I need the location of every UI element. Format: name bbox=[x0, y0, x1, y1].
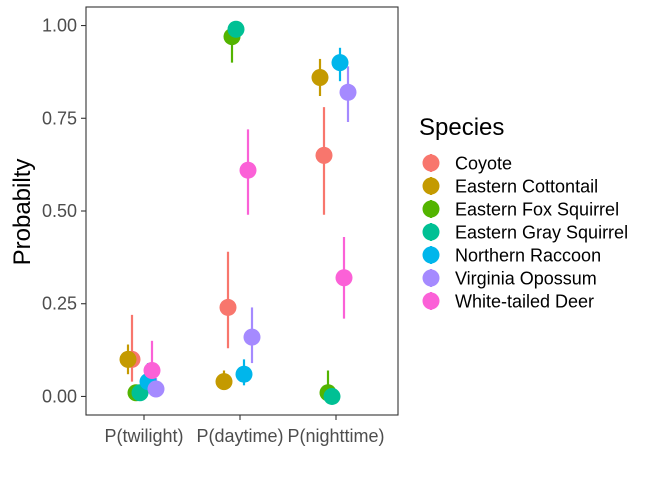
y-tick-label: 0.50 bbox=[42, 201, 77, 221]
x-tick-label: P(nighttime) bbox=[287, 426, 384, 446]
data-point bbox=[235, 365, 253, 383]
data-point bbox=[335, 269, 353, 287]
data-point bbox=[215, 373, 233, 391]
legend-label: Eastern Cottontail bbox=[455, 177, 598, 197]
legend-key bbox=[422, 246, 440, 264]
x-tick-label: P(twilight) bbox=[104, 426, 183, 446]
y-tick-label: 0.25 bbox=[42, 294, 77, 314]
y-tick-label: 0.75 bbox=[42, 108, 77, 128]
legend: Species Coyote Eastern Cottontail Eastern … bbox=[419, 114, 628, 312]
axes: 0.00 0.25 0.50 0.75 1.00 P(twilight) P(daytime… bbox=[42, 6, 399, 446]
data-point bbox=[143, 361, 161, 379]
legend-key bbox=[422, 200, 440, 218]
data-point bbox=[315, 146, 333, 164]
legend-label: White-tailed Deer bbox=[455, 292, 594, 312]
data-point bbox=[219, 298, 237, 316]
data-point bbox=[239, 161, 257, 179]
plot-area bbox=[119, 20, 357, 405]
legend-label: Coyote bbox=[455, 154, 512, 174]
data-point bbox=[147, 380, 165, 398]
legend-label: Virginia Opossum bbox=[455, 269, 597, 289]
legend-label: Eastern Fox Squirrel bbox=[455, 200, 619, 220]
legend-label: Northern Raccoon bbox=[455, 246, 601, 266]
legend-key bbox=[422, 154, 440, 172]
legend-key bbox=[422, 292, 440, 310]
legend-key bbox=[422, 269, 440, 287]
data-point bbox=[331, 54, 349, 72]
x-tick-label: P(daytime) bbox=[196, 426, 283, 446]
legend-key bbox=[422, 223, 440, 241]
data-point bbox=[243, 328, 261, 346]
y-tick-label: 0.00 bbox=[42, 386, 77, 406]
legend-label: Eastern Gray Squirrel bbox=[455, 223, 628, 243]
y-tick-label: 1.00 bbox=[42, 16, 77, 36]
legend-title: Species bbox=[419, 114, 504, 141]
y-axis-title: Probabilty bbox=[9, 159, 36, 266]
legend-key bbox=[422, 177, 440, 195]
data-point bbox=[323, 387, 341, 405]
data-point bbox=[339, 83, 357, 101]
data-point bbox=[311, 68, 329, 86]
data-point bbox=[119, 350, 137, 368]
data-point bbox=[227, 20, 245, 38]
